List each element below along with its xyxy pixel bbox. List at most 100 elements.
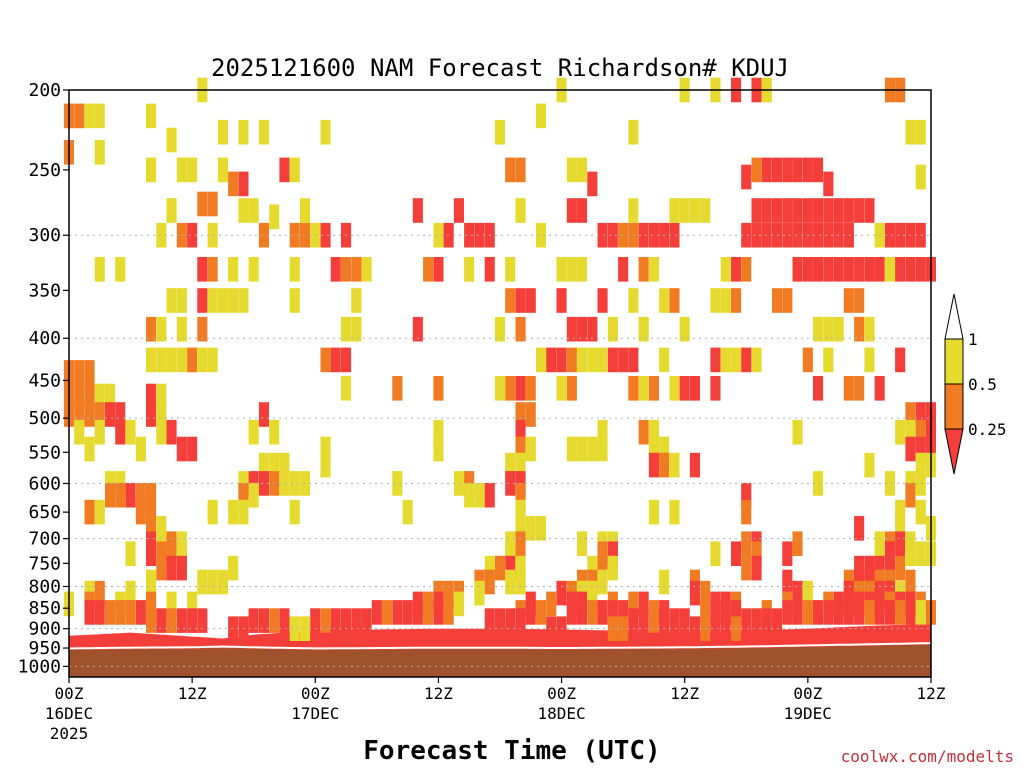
ri-cell (146, 347, 157, 373)
ri-cell (710, 616, 721, 641)
y-tick-label: 800 (28, 576, 61, 597)
ri-cell (156, 402, 167, 427)
ri-cell (772, 608, 783, 633)
ri-cell (166, 288, 177, 313)
ri-cell (618, 347, 629, 373)
ri-cell (546, 616, 557, 641)
ri-cell (823, 222, 834, 248)
ri-cell (464, 482, 475, 508)
ri-cell (741, 555, 752, 581)
ri-cell (176, 541, 187, 566)
ri-cell (854, 555, 865, 581)
ri-cell (566, 436, 577, 462)
ri-cell (289, 157, 300, 183)
ri-cell (720, 257, 731, 282)
ri-cell (320, 608, 331, 633)
ri-cell (854, 600, 865, 625)
ri-cell (772, 288, 783, 313)
ri-cell (720, 616, 731, 641)
ri-cell (74, 383, 85, 409)
x-tick-label: 00Z (793, 684, 822, 703)
ri-cell (669, 499, 680, 525)
ri-cell (751, 555, 762, 581)
ri-cell (792, 257, 803, 282)
ri-cell (351, 608, 362, 633)
ri-cell (864, 198, 875, 223)
ri-cell (330, 257, 341, 282)
x-tick-label: 00Z (301, 684, 330, 703)
ri-cell (279, 157, 290, 183)
ri-cell (341, 316, 352, 342)
ri-cell (659, 436, 670, 462)
ri-cell (566, 347, 577, 373)
ri-cell (731, 257, 742, 282)
ri-cell (536, 600, 547, 625)
ri-cell (884, 257, 895, 282)
ri-cell (566, 257, 577, 282)
ri-cell (146, 383, 157, 409)
ri-cell (228, 257, 239, 282)
ri-cell (238, 482, 249, 508)
ri-cell (843, 600, 854, 625)
ri-cell (412, 198, 423, 223)
ri-cell (269, 419, 280, 445)
ri-cell (484, 569, 495, 595)
ri-cell (741, 531, 752, 556)
ri-cell (515, 608, 526, 633)
ri-cell (813, 222, 824, 248)
ri-cell (741, 222, 752, 248)
ri-cell (659, 608, 670, 633)
ri-cell (833, 600, 844, 625)
ri-cell (320, 347, 331, 373)
ri-cell (669, 608, 680, 633)
ri-cell (843, 376, 854, 401)
ri-cell (720, 347, 731, 373)
ri-cell (792, 600, 803, 625)
ri-cell (156, 347, 167, 373)
ri-cell (854, 288, 865, 313)
ri-cell (710, 288, 721, 313)
ri-cell (515, 436, 526, 462)
ri-cell (146, 316, 157, 342)
ri-cell (741, 608, 752, 633)
y-tick-label: 700 (28, 529, 61, 550)
x-tick-label: 12Z (670, 684, 699, 703)
ri-cell (94, 580, 105, 606)
ri-cell (536, 222, 547, 248)
ri-cell (546, 347, 557, 373)
plot-frame (68, 89, 932, 678)
ri-cell (94, 140, 105, 165)
ri-cell (628, 198, 639, 223)
ri-cell (187, 591, 198, 617)
ri-cell (556, 288, 567, 313)
ri-cell (382, 600, 393, 625)
ri-cell (115, 257, 126, 282)
ri-cell (166, 591, 177, 617)
ri-cell (772, 157, 783, 183)
ri-cell (823, 198, 834, 223)
ri-cell (628, 376, 639, 401)
ri-cell (443, 580, 454, 606)
ri-cell (566, 376, 577, 401)
ri-cell (433, 257, 444, 282)
ri-cell (700, 198, 711, 223)
ri-cell (731, 347, 742, 373)
ri-cell (361, 608, 372, 633)
ri-cell (289, 471, 300, 496)
ri-cell (361, 257, 372, 282)
ri-cell (94, 103, 105, 129)
ri-cell (566, 600, 577, 625)
ri-cell (802, 600, 813, 625)
ri-cell (802, 580, 813, 606)
ri-cell (905, 419, 916, 445)
ri-cell (884, 471, 895, 496)
ri-cell (843, 198, 854, 223)
ri-cell (412, 316, 423, 342)
ri-cell (556, 347, 567, 373)
ri-cell (146, 499, 157, 525)
ri-cell (228, 616, 239, 641)
ri-cell (525, 288, 536, 313)
ri-cell (587, 347, 598, 373)
ri-cell (895, 347, 906, 373)
ri-cell (648, 499, 659, 525)
